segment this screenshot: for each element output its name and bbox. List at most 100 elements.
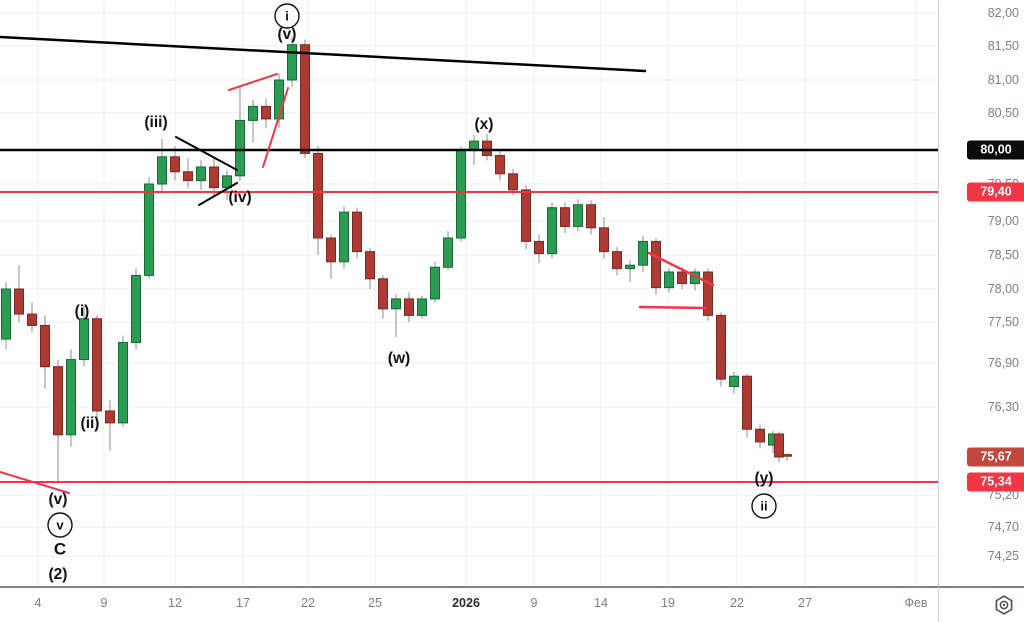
wave-circle[interactable] — [274, 3, 300, 29]
upper-black-trendline[interactable] — [0, 35, 647, 73]
candle-down — [703, 271, 713, 316]
wave-label[interactable]: (2) — [49, 566, 68, 583]
wave-label[interactable]: i — [285, 8, 289, 23]
candle-up — [729, 375, 739, 387]
price-axis-label: 80,50 — [987, 106, 1019, 120]
candle-up — [391, 298, 401, 310]
candle-down — [677, 271, 687, 285]
wave-label[interactable]: (x) — [475, 116, 494, 133]
price-axis-label: 79,00 — [987, 214, 1019, 228]
candle-down — [508, 173, 518, 191]
candle-down — [482, 140, 492, 156]
candle-down — [365, 251, 375, 280]
price-axis-label: 76,30 — [987, 400, 1019, 414]
time-axis-label: 22 — [730, 596, 744, 610]
wave-label[interactable]: (v) — [278, 26, 297, 43]
wave-label[interactable]: (iv) — [228, 189, 251, 206]
candle-down — [495, 154, 505, 175]
candle-down — [742, 375, 752, 430]
candle-down — [599, 227, 609, 253]
candle-down — [183, 171, 193, 182]
candle-down — [782, 454, 792, 457]
red-trendline-1[interactable] — [228, 73, 278, 91]
candle-down — [170, 156, 180, 173]
wave-label[interactable]: C — [54, 539, 66, 558]
time-axis-label: 27 — [798, 596, 812, 610]
candle-down — [326, 237, 336, 263]
time-axis-label: 9 — [530, 596, 538, 610]
price-badge: 80,00 — [967, 140, 1024, 160]
candle-down — [716, 314, 726, 380]
time-axis-label: 19 — [661, 596, 675, 610]
candle-down — [105, 410, 115, 424]
time-axis-label: 22 — [301, 596, 315, 610]
red-wedge-upper[interactable] — [647, 251, 715, 287]
candle-up — [196, 166, 206, 182]
scales-settings-icon[interactable] — [993, 594, 1015, 616]
candle-up — [625, 264, 635, 270]
price-axis-label: 77,50 — [987, 315, 1019, 329]
red-trendline-2[interactable] — [262, 87, 289, 168]
candle-down — [651, 240, 661, 289]
time-axis-label: Фев — [904, 596, 928, 610]
candle-down — [586, 204, 596, 229]
time-axis-label: 17 — [236, 596, 250, 610]
time-axis-label: 2026 — [452, 596, 480, 610]
candle-up — [66, 359, 76, 436]
wave-circle[interactable] — [47, 512, 73, 538]
candle-down — [53, 366, 63, 436]
price-axis[interactable]: 82,0081,5081,0080,5079,5079,0078,5078,00… — [938, 0, 1024, 586]
black-triangle-lower[interactable] — [198, 182, 238, 206]
price-axis-label: 82,00 — [987, 6, 1019, 20]
red-trendline-bottom-left[interactable] — [0, 471, 70, 494]
candle-down — [774, 433, 784, 458]
price-axis-label: 81,00 — [987, 73, 1019, 87]
candle-down — [612, 251, 622, 270]
price-axis-label: 74,70 — [987, 520, 1019, 534]
candle-up — [664, 271, 674, 289]
candle-down — [300, 44, 310, 154]
candle-down — [560, 207, 570, 227]
candle-up — [638, 240, 648, 266]
wave-label[interactable]: (v) — [49, 491, 68, 508]
candle-down — [521, 189, 531, 242]
time-axis[interactable]: 4 9 12 17 22 25 2026 9 14 19 22 27 Фев — [0, 586, 938, 622]
candle-up — [157, 156, 167, 185]
wave-label[interactable]: (y) — [755, 470, 774, 487]
candle-up — [443, 237, 453, 268]
candle-down — [40, 324, 50, 368]
candlestick-chart[interactable]: i (v) (iii) (iv) (i) (ii) (x) (w) (y) ii (v) vC (2) — [0, 0, 940, 586]
candle-up — [417, 298, 427, 316]
candle-down — [209, 166, 219, 189]
candle-down — [755, 428, 765, 443]
candle-up — [547, 207, 557, 255]
wave-label[interactable]: (w) — [388, 350, 410, 367]
candle-up — [274, 79, 284, 120]
price-axis-label: 81,50 — [987, 39, 1019, 53]
price-axis-label: 74,25 — [987, 549, 1019, 563]
wave-label[interactable]: ii — [760, 498, 767, 513]
time-axis-label: 9 — [100, 596, 108, 610]
price-badge: 75,67 — [967, 447, 1024, 467]
wave-label[interactable]: (ii) — [81, 415, 100, 432]
candle-up — [430, 266, 440, 300]
wave-circle[interactable] — [751, 493, 777, 519]
wave-label[interactable]: (i) — [75, 303, 90, 320]
candle-up — [469, 140, 479, 151]
black-triangle-upper[interactable] — [175, 136, 238, 171]
candle-down — [378, 278, 388, 310]
price-axis-label: 76,90 — [987, 356, 1019, 370]
candle-up — [339, 211, 349, 263]
time-axis-label: 25 — [368, 596, 382, 610]
wave-label[interactable]: v — [56, 517, 64, 532]
candle-down — [14, 288, 24, 315]
wave-label[interactable]: (iii) — [144, 114, 167, 131]
candle-down — [534, 240, 544, 255]
price-badge: 75,34 — [967, 472, 1024, 492]
candle-down — [404, 298, 414, 316]
candle-up — [235, 119, 245, 177]
candle-up — [131, 274, 141, 343]
chart-pane[interactable]: i (v) (iii) (iv) (i) (ii) (x) (w) (y) ii (v) v C (2) — [0, 0, 940, 586]
red-wedge-lower[interactable] — [638, 305, 708, 310]
